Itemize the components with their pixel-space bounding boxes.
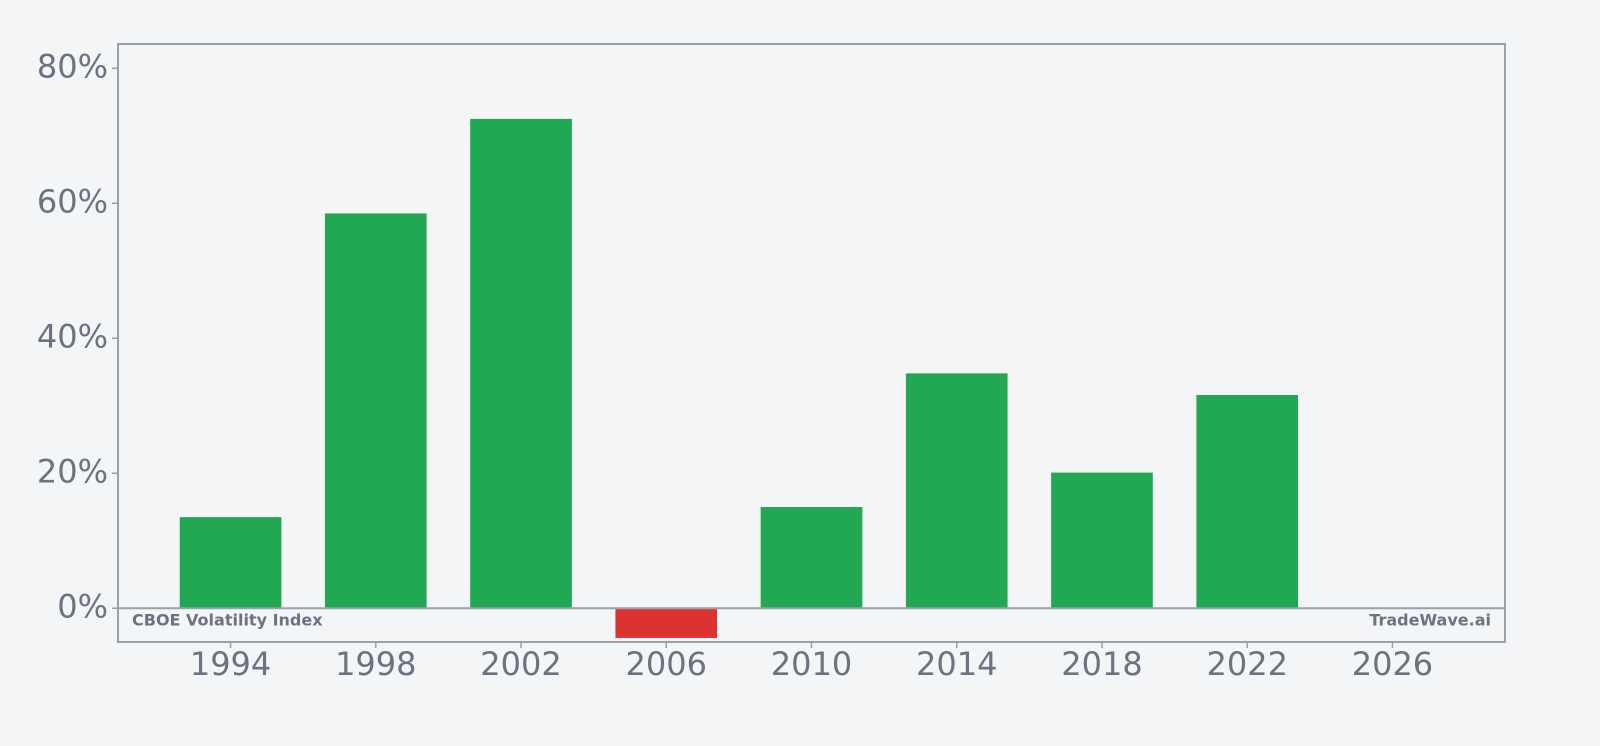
bar	[470, 118, 572, 609]
x-tick-label: 2006	[626, 645, 707, 683]
plot-frame	[117, 43, 1506, 643]
bar	[324, 213, 427, 609]
y-tick-label: 80%	[37, 47, 108, 85]
x-tick-label: 2026	[1352, 645, 1433, 683]
x-tick-label: 2010	[771, 645, 852, 683]
bar	[760, 507, 863, 609]
bar	[1051, 472, 1153, 609]
bar	[615, 608, 718, 638]
x-tick-label: 2022	[1206, 645, 1287, 683]
x-tick-label: 2014	[916, 645, 997, 683]
source-label: CBOE Volatility Index	[132, 611, 323, 630]
x-tick-label: 2002	[480, 645, 561, 683]
y-tick-label: 20%	[37, 452, 108, 490]
bar	[1196, 394, 1299, 609]
y-tick-label: 60%	[37, 182, 108, 220]
x-tick-label: 1998	[335, 645, 416, 683]
y-tick-label: 40%	[37, 317, 108, 355]
x-tick-label: 2018	[1061, 645, 1142, 683]
bar	[179, 517, 282, 609]
bar	[905, 373, 1008, 609]
y-tick-label: 0%	[57, 587, 108, 625]
x-tick-label: 1994	[190, 645, 271, 683]
watermark: TradeWave.ai	[1369, 611, 1491, 630]
